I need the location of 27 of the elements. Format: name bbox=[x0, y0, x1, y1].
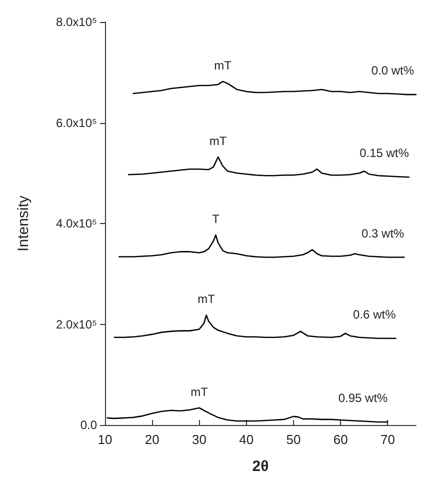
x-tick-label: 50 bbox=[286, 432, 301, 447]
y-tick-label: 6.0x10⁵ bbox=[56, 116, 98, 130]
x-tick-label: 20 bbox=[144, 432, 160, 447]
series-label: 0.95 wt% bbox=[338, 390, 388, 405]
line-series bbox=[128, 156, 410, 178]
y-axis-title: Intensity bbox=[15, 195, 32, 252]
series-label: 0.3 wt% bbox=[362, 226, 405, 240]
x-tick-label: 30 bbox=[192, 432, 206, 447]
annotation: mT bbox=[190, 384, 209, 399]
annotation: mT bbox=[214, 58, 232, 72]
y-tick-label: 8.0x10⁵ bbox=[56, 15, 98, 29]
y-tick-label: 2.0x10⁵ bbox=[56, 317, 98, 332]
annotation: mT bbox=[209, 134, 228, 148]
line-series bbox=[132, 80, 417, 96]
series-label: 0.0 wt% bbox=[371, 64, 414, 78]
x-axis-title: 2θ bbox=[252, 458, 269, 475]
x-tick-label: 40 bbox=[239, 432, 254, 447]
y-tick-label: 4.0x10⁵ bbox=[56, 216, 98, 230]
y-tick-label: 0.0 bbox=[80, 418, 98, 432]
x-tick-label: 10 bbox=[98, 432, 112, 447]
series-label: 0.15 wt% bbox=[360, 146, 410, 160]
x-tick-label: 60 bbox=[333, 432, 348, 447]
series-label: 0.6 wt% bbox=[353, 307, 396, 322]
annotation: T bbox=[212, 212, 220, 226]
line-series bbox=[106, 407, 388, 423]
annotation: mT bbox=[198, 292, 216, 306]
x-tick-label: 70 bbox=[380, 432, 395, 447]
